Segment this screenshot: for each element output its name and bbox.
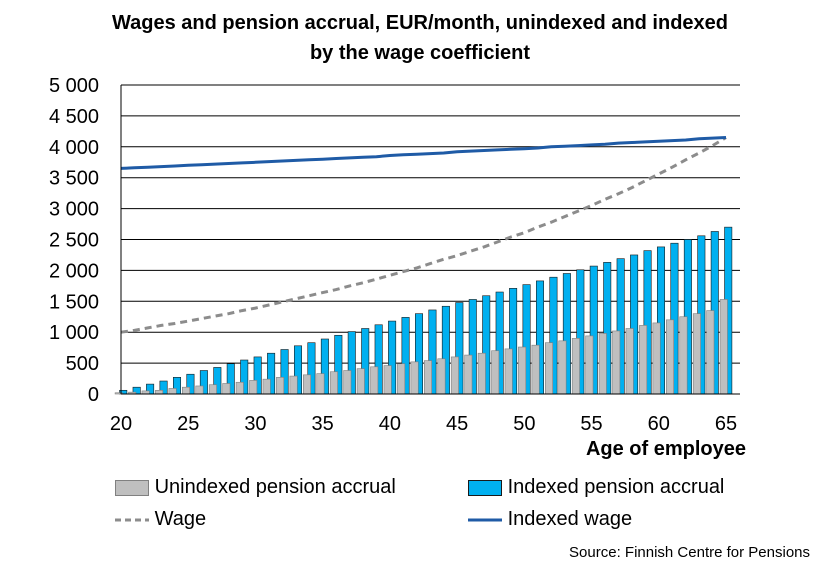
legend-item-indexed-wage: Indexed wage	[468, 506, 632, 532]
bar-unindexed	[692, 313, 701, 395]
bar-unindexed	[182, 386, 191, 395]
y-tick-label: 1 000	[49, 322, 99, 344]
legend-label-wage: Wage	[154, 508, 207, 530]
legend-item-wage: Wage	[115, 506, 206, 532]
bars	[114, 226, 733, 395]
bar-unindexed	[666, 319, 675, 395]
bar-unindexed	[518, 346, 527, 395]
bar-unindexed	[571, 338, 580, 395]
bar-unindexed	[383, 365, 392, 395]
legend-label-indexed-wage: Indexed wage	[507, 508, 633, 530]
y-tick-label: 0	[88, 384, 99, 406]
bar-unindexed	[222, 383, 231, 395]
bar-unindexed	[706, 310, 715, 395]
bar-unindexed	[477, 352, 486, 395]
bar-unindexed	[410, 361, 419, 395]
bar-unindexed	[356, 368, 365, 395]
x-tick-label: 45	[446, 413, 468, 435]
bar-unindexed	[639, 325, 648, 395]
x-tick-label: 40	[379, 413, 401, 435]
x-tick-label: 55	[580, 413, 602, 435]
chart-title-line-1: Wages and pension accrual, EUR/month, un…	[111, 12, 729, 34]
bar-unindexed	[585, 335, 594, 395]
line-wage	[120, 136, 727, 334]
bar-unindexed	[316, 373, 325, 395]
legend-swatch-indexed-wage	[468, 518, 502, 522]
bar-unindexed	[719, 299, 728, 395]
bar-unindexed	[450, 356, 459, 395]
bar-unindexed	[168, 388, 177, 395]
lines	[120, 136, 727, 334]
y-tick-label: 2 000	[49, 260, 99, 282]
bar-unindexed	[424, 360, 433, 395]
legend-item-unindexed: Unindexed pension accrual	[115, 474, 396, 500]
bar-unindexed	[195, 385, 204, 395]
line-indexed-wage	[120, 136, 727, 170]
bar-unindexed	[155, 389, 164, 395]
y-tick-label: 1 500	[49, 291, 99, 313]
x-tick-label: 65	[715, 413, 737, 435]
legend-label-indexed: Indexed pension accrual	[507, 476, 725, 498]
bar-unindexed	[276, 377, 285, 395]
bar-unindexed	[625, 328, 634, 395]
source-note: Source: Finnish Centre for Pensions	[569, 544, 810, 561]
bar-unindexed	[397, 363, 406, 395]
legend-swatch-indexed	[468, 479, 502, 496]
legend-item-indexed: Indexed pension accrual	[468, 474, 724, 500]
bar-unindexed	[303, 374, 312, 395]
bar-unindexed	[437, 358, 446, 395]
y-tick-label: 5 000	[49, 75, 99, 97]
axes	[120, 85, 740, 395]
tick-labels: 0 500 1 000 1 500 2 000 2 500 3 000 3 500 4 000 4…	[49, 75, 737, 435]
bar-unindexed	[262, 378, 271, 395]
bar-unindexed	[235, 381, 244, 395]
x-tick-label: 30	[244, 413, 266, 435]
bar-unindexed	[652, 322, 661, 395]
bar-unindexed	[558, 340, 567, 395]
bar-unindexed	[370, 366, 379, 395]
bar-unindexed	[598, 333, 607, 395]
y-tick-label: 2 500	[49, 230, 99, 252]
x-tick-label: 50	[513, 413, 535, 435]
bar-unindexed	[679, 316, 688, 395]
x-tick-label: 20	[110, 413, 132, 435]
chart-title-line-2: by the wage coefficient	[309, 42, 531, 64]
x-tick-label: 25	[177, 413, 199, 435]
bar-unindexed	[329, 371, 338, 395]
bar-unindexed	[491, 350, 500, 395]
y-tick-label: 3 500	[49, 168, 99, 190]
x-tick-label: 60	[648, 413, 670, 435]
bar-unindexed	[612, 330, 621, 395]
y-tick-label: 500	[66, 353, 99, 375]
legend-label-unindexed: Unindexed pension accrual	[154, 476, 396, 498]
bar-unindexed	[464, 354, 473, 395]
bar-unindexed	[114, 392, 123, 395]
bar-unindexed	[249, 380, 258, 395]
bar-unindexed	[504, 348, 513, 395]
x-tick-label: 35	[312, 413, 334, 435]
bar-unindexed	[531, 344, 540, 395]
y-tick-label: 4 000	[49, 137, 99, 159]
chart-title: Wages and pension accrual, EUR/month, un…	[60, 8, 780, 68]
y-tick-label: 3 000	[49, 199, 99, 221]
bar-unindexed	[208, 384, 217, 395]
bar-unindexed	[343, 370, 352, 395]
bar-unindexed	[289, 375, 298, 395]
x-axis-label: Age of employee	[586, 438, 746, 460]
legend-swatch-wage	[115, 518, 149, 522]
y-tick-label: 4 500	[49, 106, 99, 128]
legend-swatch-unindexed	[115, 479, 149, 496]
bar-unindexed	[545, 342, 554, 395]
